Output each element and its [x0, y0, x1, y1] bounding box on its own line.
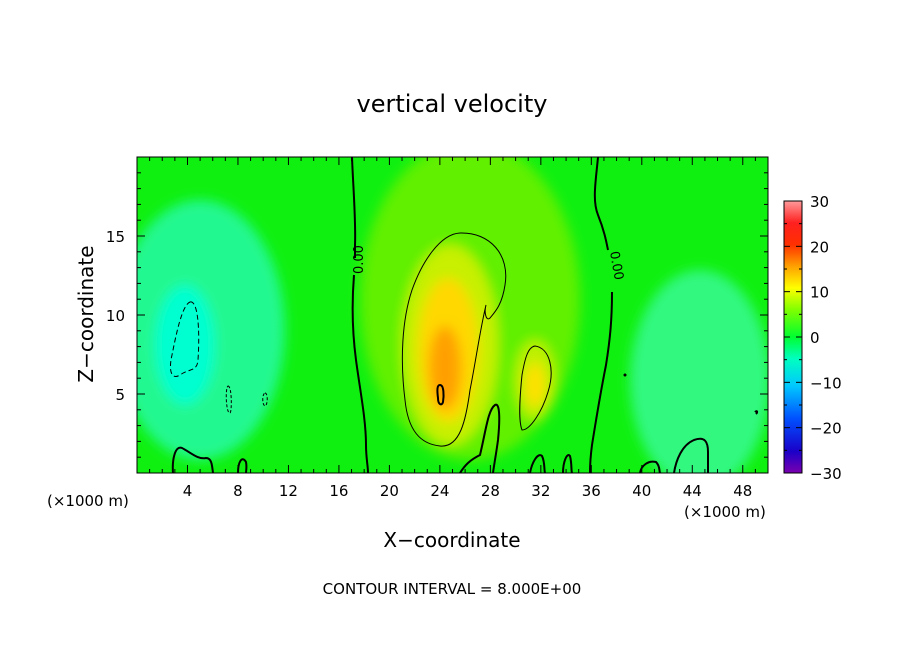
x-tick-label: 28	[481, 482, 500, 500]
core-contour	[436, 383, 445, 406]
colorbar-label: 10	[810, 284, 829, 302]
x-tick-label: 4	[183, 482, 193, 500]
colorbar-label: −20	[810, 420, 842, 438]
x-tick-label: 48	[733, 482, 752, 500]
colorbar-label: −30	[810, 465, 842, 483]
negative-contour-small-2	[262, 392, 268, 407]
heatmap-field: 0.00 0.00	[137, 157, 768, 473]
positive-contour-main	[401, 232, 507, 447]
x-unit-right: (×1000 m)	[684, 503, 766, 521]
positive-contour-secondary	[519, 345, 552, 431]
zero-contour-right	[589, 157, 613, 473]
x-tick-label: 20	[380, 482, 399, 500]
x-tick-labels: 4 8 12 16 20 24 28 32 36 40 44 48	[183, 482, 753, 500]
downdraft-left-core	[155, 285, 215, 405]
updraft-secondary-core	[525, 363, 545, 407]
axis-ticks	[136, 156, 769, 474]
x-unit-left: (×1000 m)	[47, 492, 129, 510]
contour-interval-label: CONTOUR INTERVAL = 8.000E+00	[323, 580, 582, 598]
colorbar-label: 30	[810, 193, 829, 211]
colorbar-label: −10	[810, 374, 842, 392]
lower-contours	[171, 403, 759, 473]
x-axis-label: X−coordinate	[383, 528, 520, 552]
colorbar-labels: 30 20 10 0 −10 −20 −30	[810, 193, 842, 483]
contour-label-left: 0.00	[352, 245, 367, 274]
updraft-core	[429, 326, 461, 410]
contour-label-right: 0.00	[606, 250, 626, 281]
colorbar-label: 0	[810, 329, 820, 347]
colorbar-label: 20	[810, 238, 829, 256]
downdraft-right-area	[630, 270, 768, 473]
zero-contour-left	[351, 157, 369, 473]
y-axis-label: Z−coordinate	[74, 245, 98, 382]
colorbar-ticks	[784, 200, 802, 474]
x-tick-label: 8	[233, 482, 243, 500]
y-tick-label: 15	[106, 228, 125, 246]
contour-dot	[623, 373, 627, 377]
x-tick-label: 24	[430, 482, 449, 500]
x-tick-label: 16	[329, 482, 348, 500]
x-tick-label: 12	[279, 482, 298, 500]
y-tick-label: 5	[115, 386, 125, 404]
x-tick-label: 32	[531, 482, 550, 500]
x-tick-label: 44	[683, 482, 702, 500]
y-tick-label: 10	[106, 307, 125, 325]
x-tick-label: 36	[582, 482, 601, 500]
x-tick-label: 40	[632, 482, 651, 500]
negative-contour-small-1	[225, 385, 232, 414]
y-tick-labels: 5 10 15	[106, 228, 125, 404]
chart-title: vertical velocity	[357, 90, 548, 118]
